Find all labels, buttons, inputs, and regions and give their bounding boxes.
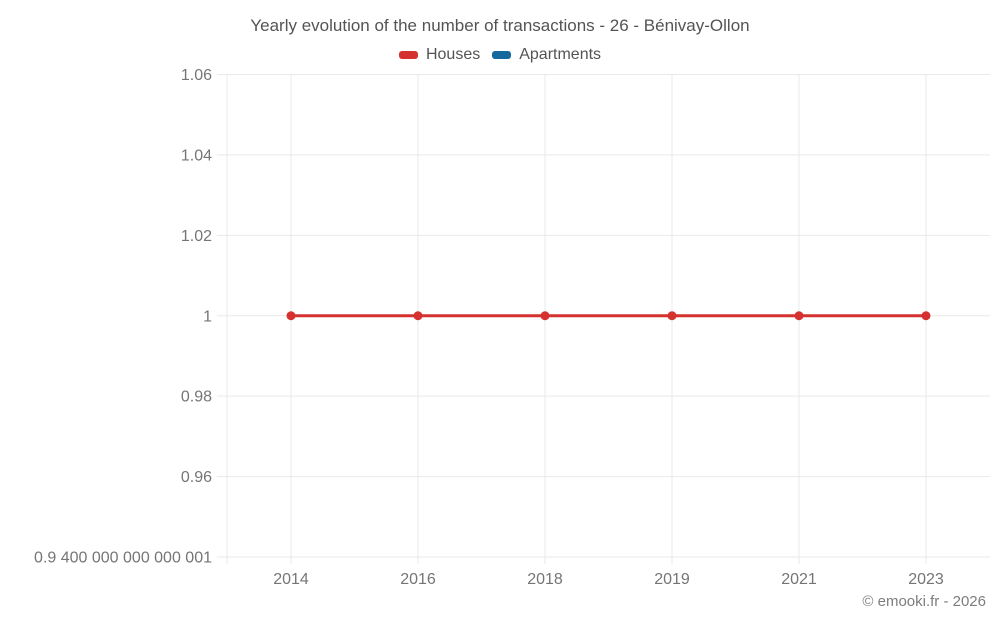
legend: Houses Apartments [0, 46, 1000, 64]
houses-data-point[interactable] [794, 311, 804, 321]
legend-item-houses[interactable]: Houses [398, 46, 481, 64]
copyright: © emooki.fr - 2026 [862, 593, 986, 610]
apartments-legend-swatch [492, 51, 512, 59]
legend-item-apartments[interactable]: Apartments [492, 46, 601, 64]
y-axis-tick-label: 0.96 [181, 469, 212, 486]
houses-data-point[interactable] [286, 311, 296, 321]
houses-data-point[interactable] [667, 311, 677, 321]
houses-data-point[interactable] [921, 311, 931, 321]
x-axis-tick-label: 2018 [527, 571, 563, 588]
y-axis-tick-label: 1 [203, 308, 212, 325]
x-axis-tick-label: 2021 [781, 571, 817, 588]
houses-data-point[interactable] [413, 311, 423, 321]
x-axis-tick-label: 2016 [400, 571, 436, 588]
x-axis-tick-label: 2023 [908, 571, 944, 588]
legend-label: Apartments [519, 46, 602, 63]
chart-title: Yearly evolution of the number of transa… [250, 16, 750, 35]
x-axis-tick-label: 2019 [654, 571, 690, 588]
y-axis-tick-label: 0.9 400 000 000 000 001 [34, 550, 212, 567]
y-axis-tick-label: 1.04 [181, 147, 212, 164]
legend-label: Houses [425, 46, 481, 63]
houses-legend-swatch [398, 51, 418, 59]
x-axis-tick-label: 2014 [273, 571, 309, 588]
houses-data-point[interactable] [540, 311, 550, 321]
y-axis-tick-label: 0.98 [181, 389, 212, 406]
y-axis-tick-label: 1.02 [181, 228, 212, 245]
y-axis-tick-label: 1.06 [181, 67, 212, 84]
